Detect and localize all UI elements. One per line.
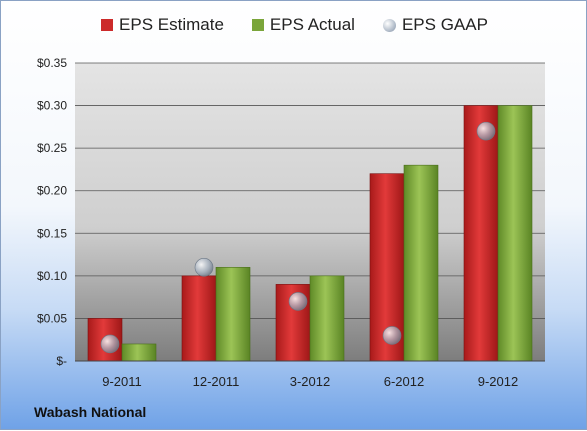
point-eps-gaap <box>100 334 120 354</box>
legend-swatch-eps-gaap <box>382 18 396 32</box>
point-eps-gaap <box>382 326 402 345</box>
legend-label-eps-gaap: EPS GAAP <box>401 15 488 34</box>
x-tick-label: 3-2012 <box>290 374 330 389</box>
bar-eps-actual <box>497 105 533 362</box>
legend-item-eps-estimate: EPS Estimate <box>101 15 224 35</box>
y-tick-label: $0.35 <box>37 56 67 70</box>
legend-swatch-eps-actual <box>251 19 264 31</box>
bar-eps-actual <box>309 275 345 362</box>
x-tick-label: 9-2011 <box>102 374 142 389</box>
y-tick-label: $0.15 <box>37 226 67 240</box>
legend-item-eps-gaap: EPS GAAP <box>382 15 488 35</box>
bar-eps-actual <box>403 164 439 362</box>
point-eps-gaap <box>288 292 308 311</box>
legend-swatch-eps-estimate <box>101 19 114 31</box>
y-tick-label: $0.20 <box>37 184 67 198</box>
y-tick-label: $0.30 <box>37 99 67 113</box>
bar-eps-estimate <box>181 275 217 362</box>
legend-label-eps-actual: EPS Actual <box>269 15 355 34</box>
legend-item-eps-actual: EPS Actual <box>251 15 355 35</box>
chart-legend: EPS Estimate EPS Actual EPS GAAP <box>1 15 587 35</box>
x-tick-label: 6-2012 <box>384 374 424 389</box>
y-tick-label: $0.25 <box>37 141 67 155</box>
bar-eps-actual <box>121 343 157 362</box>
bar-eps-estimate <box>463 105 499 362</box>
x-tick-label: 9-2012 <box>478 374 518 389</box>
point-eps-gaap <box>476 121 496 141</box>
point-eps-gaap <box>194 258 214 277</box>
y-tick-label: $- <box>56 354 67 368</box>
y-tick-label: $0.10 <box>37 269 67 283</box>
x-tick-label: 12-2011 <box>193 374 240 389</box>
y-tick-label: $0.05 <box>37 311 67 325</box>
legend-label-eps-estimate: EPS Estimate <box>119 15 224 34</box>
bar-eps-actual <box>215 267 251 362</box>
company-name: Wabash National <box>34 404 147 420</box>
